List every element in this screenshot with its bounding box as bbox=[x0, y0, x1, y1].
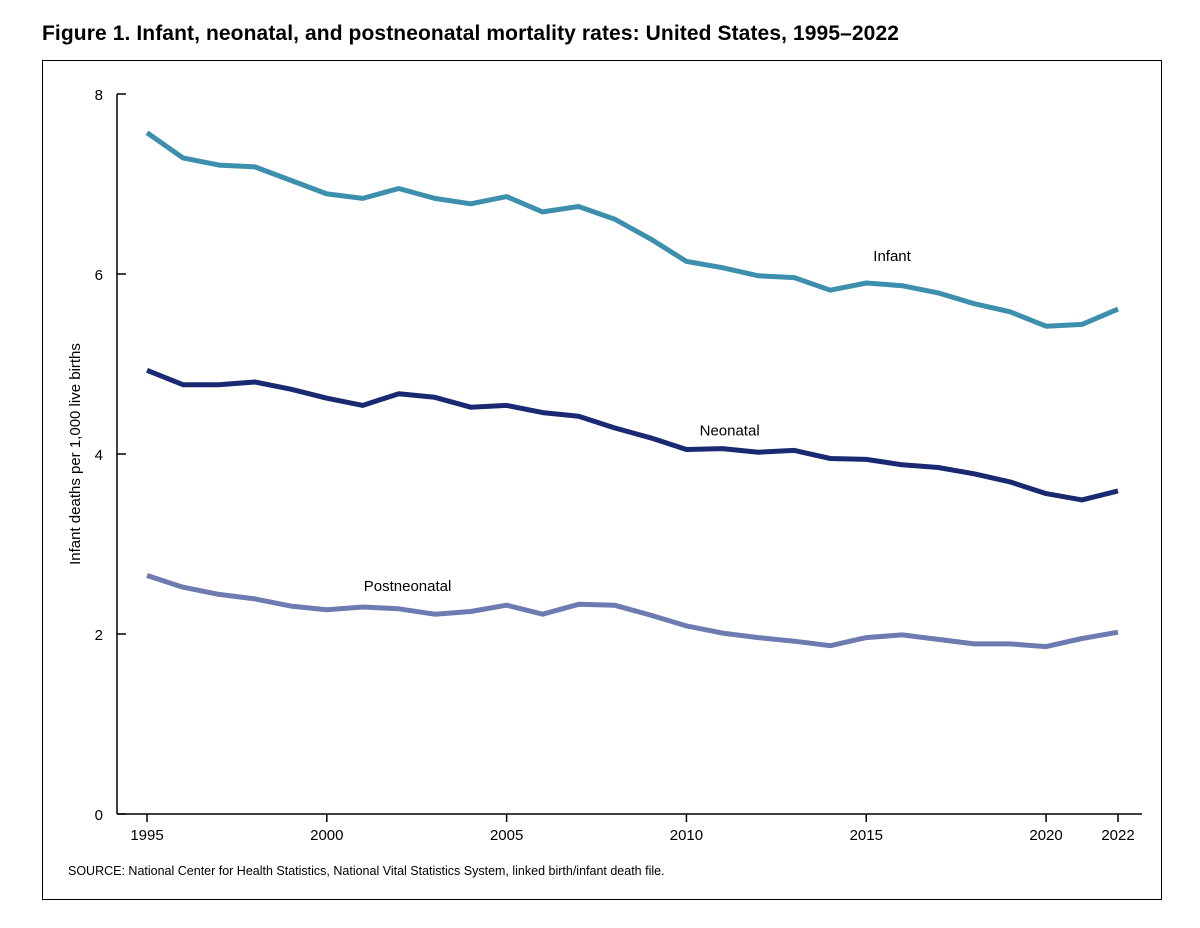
y-tick-label: 6 bbox=[95, 267, 103, 284]
series-label-neonatal: Neonatal bbox=[700, 423, 760, 440]
x-tick-label: 1995 bbox=[130, 827, 163, 844]
series-labels: Infant Neonatal Postneonatal bbox=[364, 248, 912, 595]
series-line-neonatal bbox=[146, 367, 1119, 503]
series-label-infant: Infant bbox=[873, 248, 911, 265]
x-ticks: 1995 2000 2005 2010 2015 2020 2022 bbox=[130, 814, 1135, 844]
x-tick-label: 2022 bbox=[1101, 827, 1134, 844]
series-line-postneonatal bbox=[146, 573, 1119, 650]
y-tick-label: 4 bbox=[95, 447, 103, 464]
series-line-infant bbox=[145, 130, 1119, 329]
x-tick-label: 2015 bbox=[850, 827, 883, 844]
y-tick-label: 0 bbox=[95, 807, 103, 824]
source-note: SOURCE: National Center for Health Stati… bbox=[68, 864, 665, 878]
series-group bbox=[145, 130, 1119, 650]
axes bbox=[116, 94, 1142, 815]
y-axis-label: Infant deaths per 1,000 live births bbox=[67, 343, 84, 565]
y-tick-label: 8 bbox=[95, 87, 103, 104]
x-tick-label: 2020 bbox=[1029, 827, 1062, 844]
series-label-postneonatal: Postneonatal bbox=[364, 578, 452, 595]
y-tick-label: 2 bbox=[95, 627, 103, 644]
x-tick-label: 2010 bbox=[670, 827, 703, 844]
figure-title: Figure 1. Infant, neonatal, and postneon… bbox=[42, 22, 899, 45]
x-tick-label: 2000 bbox=[310, 827, 343, 844]
x-tick-label: 2005 bbox=[490, 827, 523, 844]
y-ticks: 0 2 4 6 8 bbox=[95, 87, 126, 824]
figure-frame bbox=[42, 60, 1162, 900]
